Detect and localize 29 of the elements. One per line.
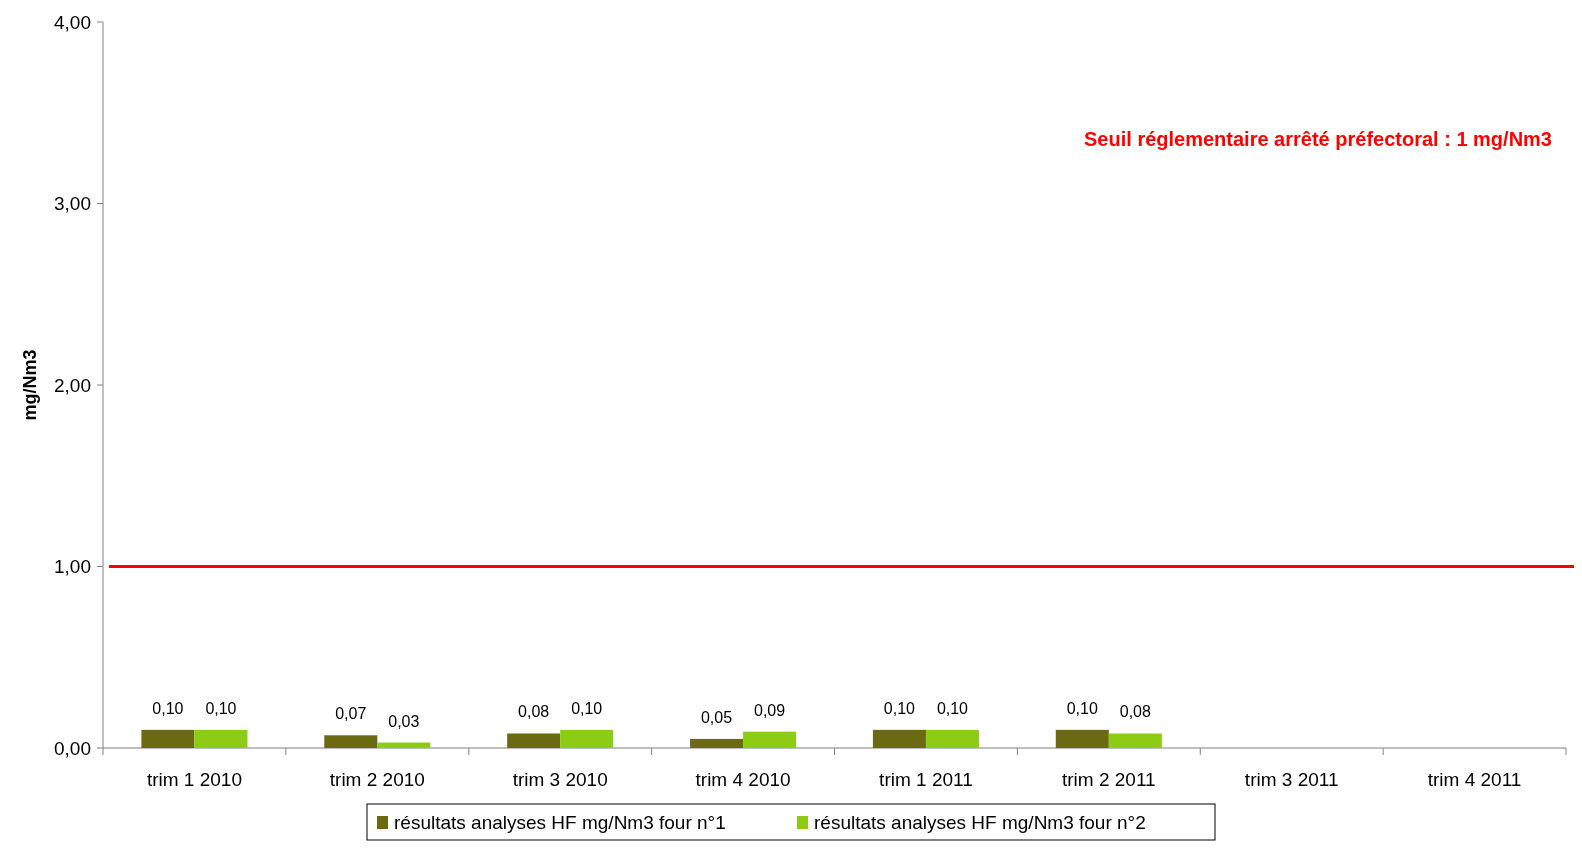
data-label: 0,10 <box>1066 699 1098 717</box>
data-label: 0,05 <box>700 708 733 726</box>
y-tick-label: 4,00 <box>54 11 91 33</box>
data-label: 0,10 <box>936 699 969 717</box>
y-tick-label: 1,00 <box>54 556 91 578</box>
x-tick-label: trim 1 2010 <box>146 769 242 790</box>
data-label: 0,03 <box>388 712 420 730</box>
legend-label: résultats analyses HF mg/Nm3 four n°2 <box>814 811 1146 833</box>
x-tick-label: trim 4 2011 <box>1427 769 1522 790</box>
y-axis-title: mg/Nm3 <box>20 349 40 421</box>
y-tick-label: 0,00 <box>54 737 91 759</box>
ref-line-label: Seuil réglementaire arrêté préfectoral : 1 mg/Nm3 <box>1084 128 1552 150</box>
x-tick-label: trim 3 2010 <box>512 769 608 790</box>
x-tick-label: trim 4 2010 <box>695 769 791 790</box>
x-tick-label: trim 1 2011 <box>879 769 973 790</box>
x-tick-label: trim 3 2011 <box>1244 769 1339 790</box>
data-label: 0,09 <box>754 701 786 719</box>
data-label: 0,10 <box>571 699 603 717</box>
y-tick-label: 2,00 <box>54 374 91 396</box>
data-label: 0,10 <box>152 699 184 717</box>
legend-label: résultats analyses HF mg/Nm3 four n°1 <box>394 811 726 833</box>
x-tick-label: trim 2 2011 <box>1061 769 1156 790</box>
data-label: 0,10 <box>205 699 237 717</box>
x-tick-label: trim 2 2010 <box>329 769 425 790</box>
data-label: 0,07 <box>335 705 367 723</box>
data-label: 0,08 <box>1119 703 1151 721</box>
data-label: 0,08 <box>518 703 550 721</box>
data-label: 0,10 <box>883 699 916 717</box>
y-tick-label: 3,00 <box>54 193 91 215</box>
